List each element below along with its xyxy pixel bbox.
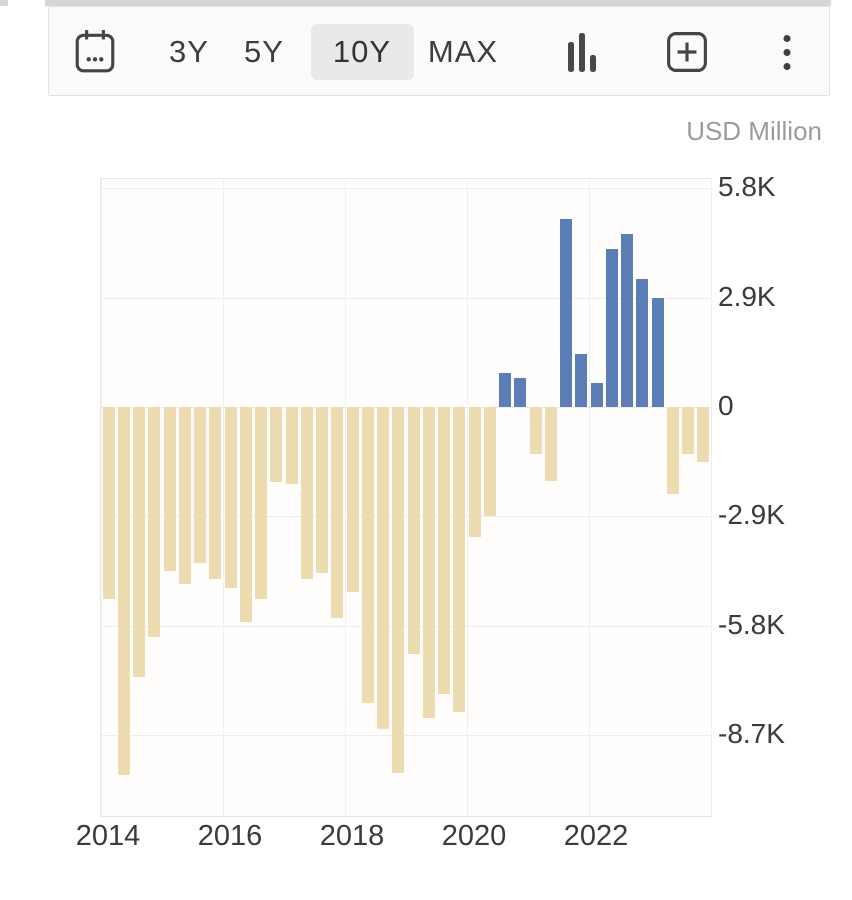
gridline-y-5.8K bbox=[101, 188, 711, 190]
bar-2018-Q4[interactable] bbox=[392, 407, 405, 773]
bar-chart-icon bbox=[568, 33, 596, 72]
gridline-x-0 bbox=[101, 179, 102, 816]
top-strip bbox=[0, 0, 852, 6]
gridline-y-0 bbox=[101, 407, 711, 408]
gridline-x-16 bbox=[345, 179, 346, 816]
bar-2019-Q2[interactable] bbox=[422, 407, 435, 718]
bar-2021-Q3[interactable] bbox=[560, 218, 573, 408]
bar-2020-Q4[interactable] bbox=[514, 377, 527, 407]
bar-2018-Q1[interactable] bbox=[346, 407, 359, 592]
x-tick-2016: 2016 bbox=[197, 820, 263, 852]
top-strip-gap bbox=[831, 0, 852, 6]
bar-2019-Q1[interactable] bbox=[407, 407, 420, 654]
top-strip-gap bbox=[8, 0, 45, 6]
bar-2014-Q2[interactable] bbox=[117, 407, 130, 775]
bar-2022-Q1[interactable] bbox=[590, 382, 603, 407]
bar-2016-Q4[interactable] bbox=[270, 407, 283, 483]
bar-2016-Q2[interactable] bbox=[239, 407, 252, 622]
kebab-menu-icon bbox=[783, 34, 791, 70]
bar-2021-Q4[interactable] bbox=[575, 354, 588, 408]
gridline-y--2.9K bbox=[101, 516, 711, 518]
y-tick--8.7K: -8.7K bbox=[718, 718, 785, 749]
bar-2021-Q1[interactable] bbox=[529, 407, 542, 455]
bar-2022-Q4[interactable] bbox=[636, 278, 649, 408]
bar-2019-Q3[interactable] bbox=[438, 407, 451, 694]
bar-2018-Q3[interactable] bbox=[377, 407, 390, 730]
bar-2014-Q4[interactable] bbox=[148, 407, 161, 637]
x-tick-2022: 2022 bbox=[563, 820, 629, 852]
gridline-y-2.9K bbox=[101, 297, 711, 299]
bar-2017-Q4[interactable] bbox=[331, 407, 344, 619]
gridline-x-40 bbox=[711, 179, 712, 816]
bar-2021-Q2[interactable] bbox=[544, 407, 557, 481]
calendar-icon bbox=[75, 30, 115, 73]
y-tick-5.8K: 5.8K bbox=[718, 171, 776, 203]
gridline-y--5.8K bbox=[101, 625, 711, 627]
selected-range-chip bbox=[311, 24, 414, 80]
gridline-y--8.7K bbox=[101, 735, 711, 736]
y-tick--5.8K: -5.8K bbox=[718, 608, 785, 640]
bar-2023-Q1[interactable] bbox=[651, 297, 664, 407]
x-tick-2018: 2018 bbox=[319, 820, 385, 852]
bar-2016-Q1[interactable] bbox=[224, 407, 237, 588]
range-button-3y[interactable]: 3Y bbox=[169, 34, 209, 69]
add-chart-button[interactable] bbox=[666, 7, 708, 97]
gridline-x-32 bbox=[589, 179, 590, 816]
x-tick-2020: 2020 bbox=[441, 820, 507, 852]
unit-label: USD Million bbox=[686, 116, 822, 146]
bar-2015-Q3[interactable] bbox=[194, 407, 207, 564]
plus-square-icon bbox=[667, 32, 707, 72]
bar-2022-Q3[interactable] bbox=[621, 233, 634, 408]
range-button-max[interactable]: MAX bbox=[427, 34, 499, 69]
bar-2019-Q4[interactable] bbox=[453, 407, 466, 713]
bar-2020-Q1[interactable] bbox=[468, 407, 481, 537]
calendar-button[interactable] bbox=[74, 7, 116, 97]
range-button-5y[interactable]: 5Y bbox=[244, 34, 284, 69]
bar-2014-Q3[interactable] bbox=[133, 407, 146, 677]
bar-2017-Q2[interactable] bbox=[300, 407, 313, 579]
more-options-button[interactable] bbox=[783, 7, 791, 97]
bar-2020-Q3[interactable] bbox=[499, 373, 512, 407]
bar-2017-Q3[interactable] bbox=[316, 407, 329, 573]
bar-2023-Q2[interactable] bbox=[666, 407, 679, 494]
bar-2023-Q3[interactable] bbox=[682, 407, 695, 455]
bar-2017-Q1[interactable] bbox=[285, 407, 298, 485]
gridline-x-8 bbox=[223, 179, 224, 816]
bar-2018-Q2[interactable] bbox=[361, 407, 374, 703]
bar-2015-Q2[interactable] bbox=[178, 407, 191, 585]
gridline-x-24 bbox=[467, 179, 468, 816]
bar-2015-Q4[interactable] bbox=[209, 407, 222, 579]
range-button-10y[interactable]: 10Y bbox=[332, 34, 392, 69]
y-tick-2.9K: 2.9K bbox=[718, 280, 776, 312]
bar-2016-Q3[interactable] bbox=[255, 407, 268, 600]
y-tick--2.9K: -2.9K bbox=[718, 499, 785, 531]
bar-2014-Q1[interactable] bbox=[102, 407, 115, 600]
bar-2023-Q4[interactable] bbox=[697, 407, 710, 462]
chart-toolbar: 3Y 5Y 10Y MAX bbox=[48, 6, 830, 96]
x-tick-2014: 2014 bbox=[75, 820, 141, 852]
plot-area bbox=[100, 178, 712, 817]
bar-2022-Q2[interactable] bbox=[605, 248, 618, 407]
bar-2020-Q2[interactable] bbox=[483, 407, 496, 517]
y-tick-0: 0 bbox=[718, 390, 734, 421]
bar-2015-Q1[interactable] bbox=[163, 407, 176, 571]
chart-type-button[interactable] bbox=[566, 7, 600, 97]
